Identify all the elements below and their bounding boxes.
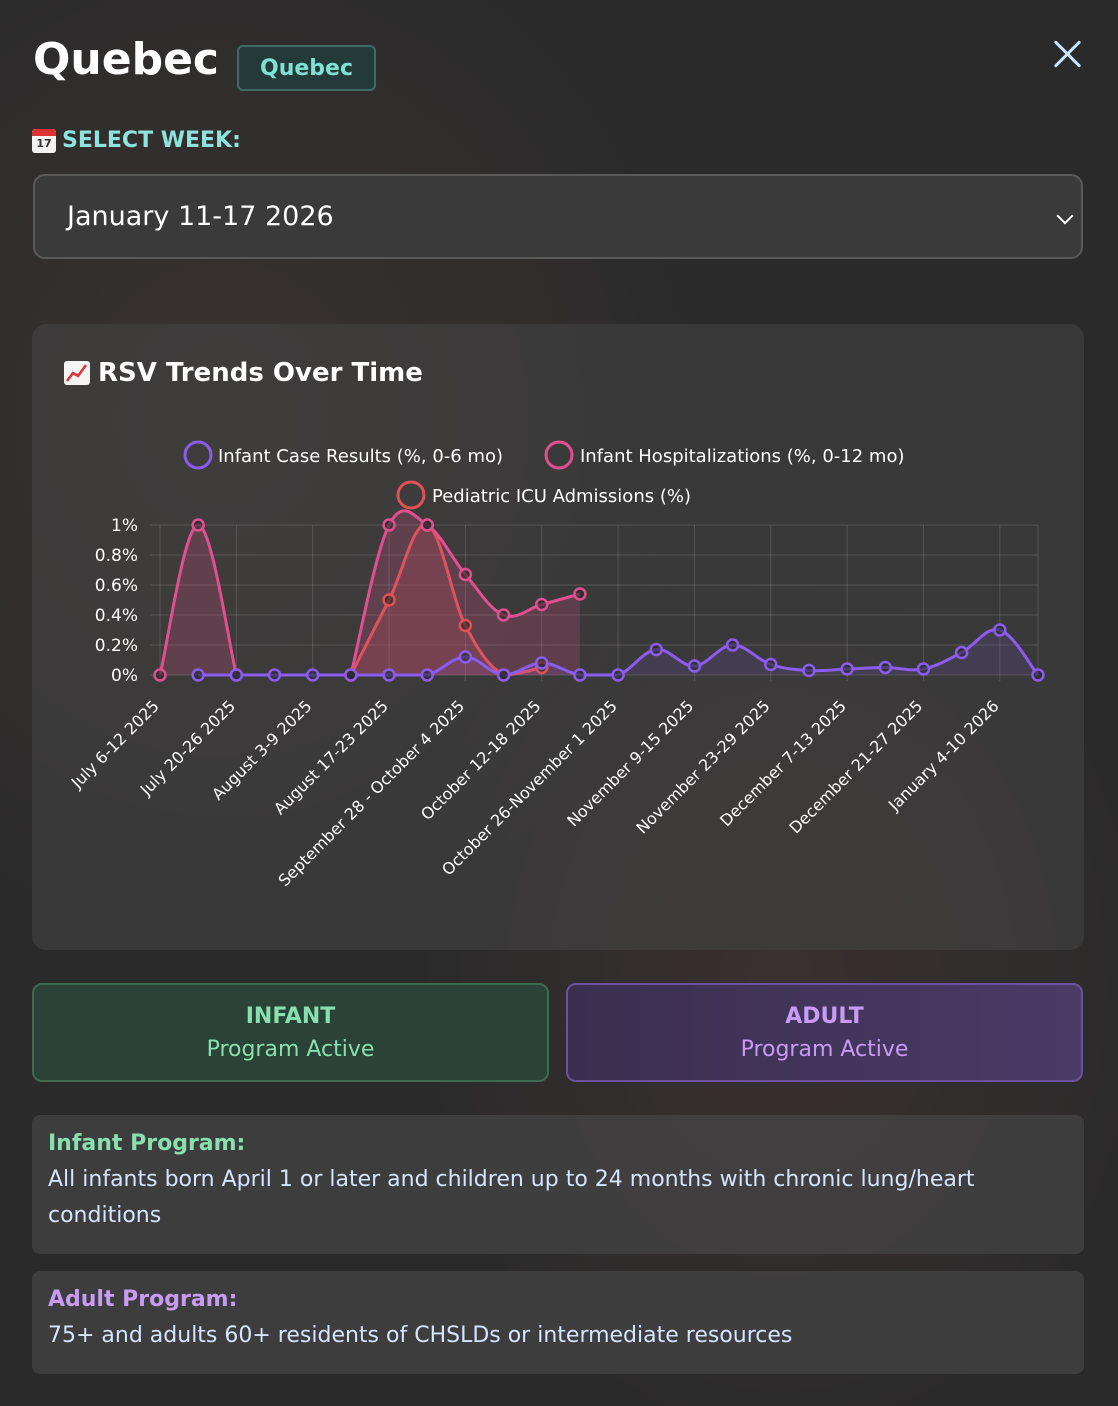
- y-tick-label: 1%: [111, 516, 138, 536]
- adult-program-name: ADULT: [785, 1003, 864, 1029]
- data-point: [344, 668, 358, 682]
- data-point: [954, 645, 969, 660]
- data-point: [191, 518, 205, 532]
- data-point: [153, 668, 167, 682]
- chart-title: RSV Trends Over Time: [64, 358, 423, 388]
- data-point: [611, 668, 625, 682]
- series-area: [160, 525, 237, 675]
- data-point: [878, 660, 893, 675]
- data-point: [840, 662, 854, 676]
- x-tick-label: November 9-15 2025: [563, 696, 697, 830]
- series-area: [198, 629, 1038, 675]
- data-point: [382, 668, 396, 682]
- adult-program-info: Adult Program: 75+ and adults 60+ reside…: [32, 1271, 1084, 1374]
- week-label: 17 SELECT WEEK:: [32, 128, 241, 153]
- x-tick-label: November 23-29 2025: [632, 696, 773, 837]
- data-point: [649, 642, 664, 657]
- data-point: [802, 663, 816, 678]
- data-point: [458, 650, 473, 664]
- chart-increasing-icon: [64, 361, 90, 385]
- data-point: [764, 657, 778, 672]
- infant-program-name: INFANT: [245, 1003, 336, 1029]
- series-area: [350, 510, 580, 675]
- infant-info-heading: Infant Program:: [48, 1131, 246, 1156]
- y-tick-label: 0.8%: [95, 546, 138, 566]
- adult-info-text: 75+ and adults 60+ residents of CHSLDs o…: [48, 1323, 793, 1348]
- infant-info-text: All infants born April 1 or later and ch…: [48, 1167, 975, 1228]
- chart-card: RSV Trends Over Time Infant Case Results…: [32, 324, 1084, 950]
- data-point: [1031, 668, 1045, 682]
- rsv-trends-chart: Infant Case Results (%, 0-6 mo) Infant Ho…: [67, 440, 1045, 890]
- infant-program-info: Infant Program: All infants born April 1…: [32, 1115, 1084, 1254]
- legend-marker: [396, 480, 426, 510]
- data-point: [573, 587, 587, 601]
- data-point: [267, 668, 282, 682]
- week-label-text: SELECT WEEK:: [62, 128, 241, 153]
- data-point: [458, 618, 473, 633]
- legend-label: Pediatric ICU Admissions (%): [432, 486, 691, 507]
- data-point: [496, 668, 511, 682]
- close-icon[interactable]: [1050, 36, 1086, 72]
- legend-label: Infant Hospitalizations (%, 0-12 mo): [580, 446, 904, 467]
- legend-marker: [183, 440, 213, 470]
- y-tick-label: 0.4%: [95, 606, 138, 626]
- data-point: [916, 662, 931, 676]
- chart-title-text: RSV Trends Over Time: [98, 358, 423, 388]
- data-point: [191, 668, 205, 682]
- legend-marker: [544, 440, 574, 470]
- page-title: Quebec: [33, 34, 219, 85]
- data-point: [382, 518, 396, 532]
- y-tick-label: 0%: [111, 666, 138, 686]
- y-tick-label: 0.6%: [95, 576, 138, 596]
- data-point: [229, 668, 244, 682]
- data-point: [496, 608, 511, 622]
- legend-label: Infant Case Results (%, 0-6 mo): [218, 446, 503, 467]
- series-area: [350, 524, 542, 675]
- data-point: [534, 597, 549, 612]
- data-point: [725, 638, 740, 652]
- data-point: [458, 567, 473, 582]
- calendar-icon: 17: [32, 128, 56, 153]
- region-badge: Quebec: [237, 45, 376, 91]
- x-tick-label: December 7-13 2025: [716, 696, 850, 830]
- data-point: [382, 593, 396, 607]
- infant-program-card[interactable]: INFANT Program Active: [32, 983, 549, 1082]
- week-select[interactable]: January 11-17 2026: [33, 174, 1083, 259]
- data-point: [420, 668, 434, 682]
- week-select-value: January 11-17 2026: [67, 201, 334, 232]
- adult-program-status: Program Active: [740, 1036, 909, 1062]
- adult-info-heading: Adult Program:: [48, 1287, 238, 1312]
- data-point: [305, 668, 320, 682]
- infant-program-status: Program Active: [206, 1036, 375, 1062]
- x-tick-label: December 21-27 2025: [785, 696, 926, 837]
- data-point: [687, 659, 702, 673]
- data-point: [573, 668, 587, 682]
- y-tick-label: 0.2%: [95, 636, 138, 656]
- adult-program-card[interactable]: ADULT Program Active: [566, 983, 1083, 1082]
- data-point: [993, 623, 1007, 637]
- data-point: [534, 656, 549, 670]
- data-point: [420, 518, 434, 532]
- chevron-down-icon: [1056, 207, 1074, 225]
